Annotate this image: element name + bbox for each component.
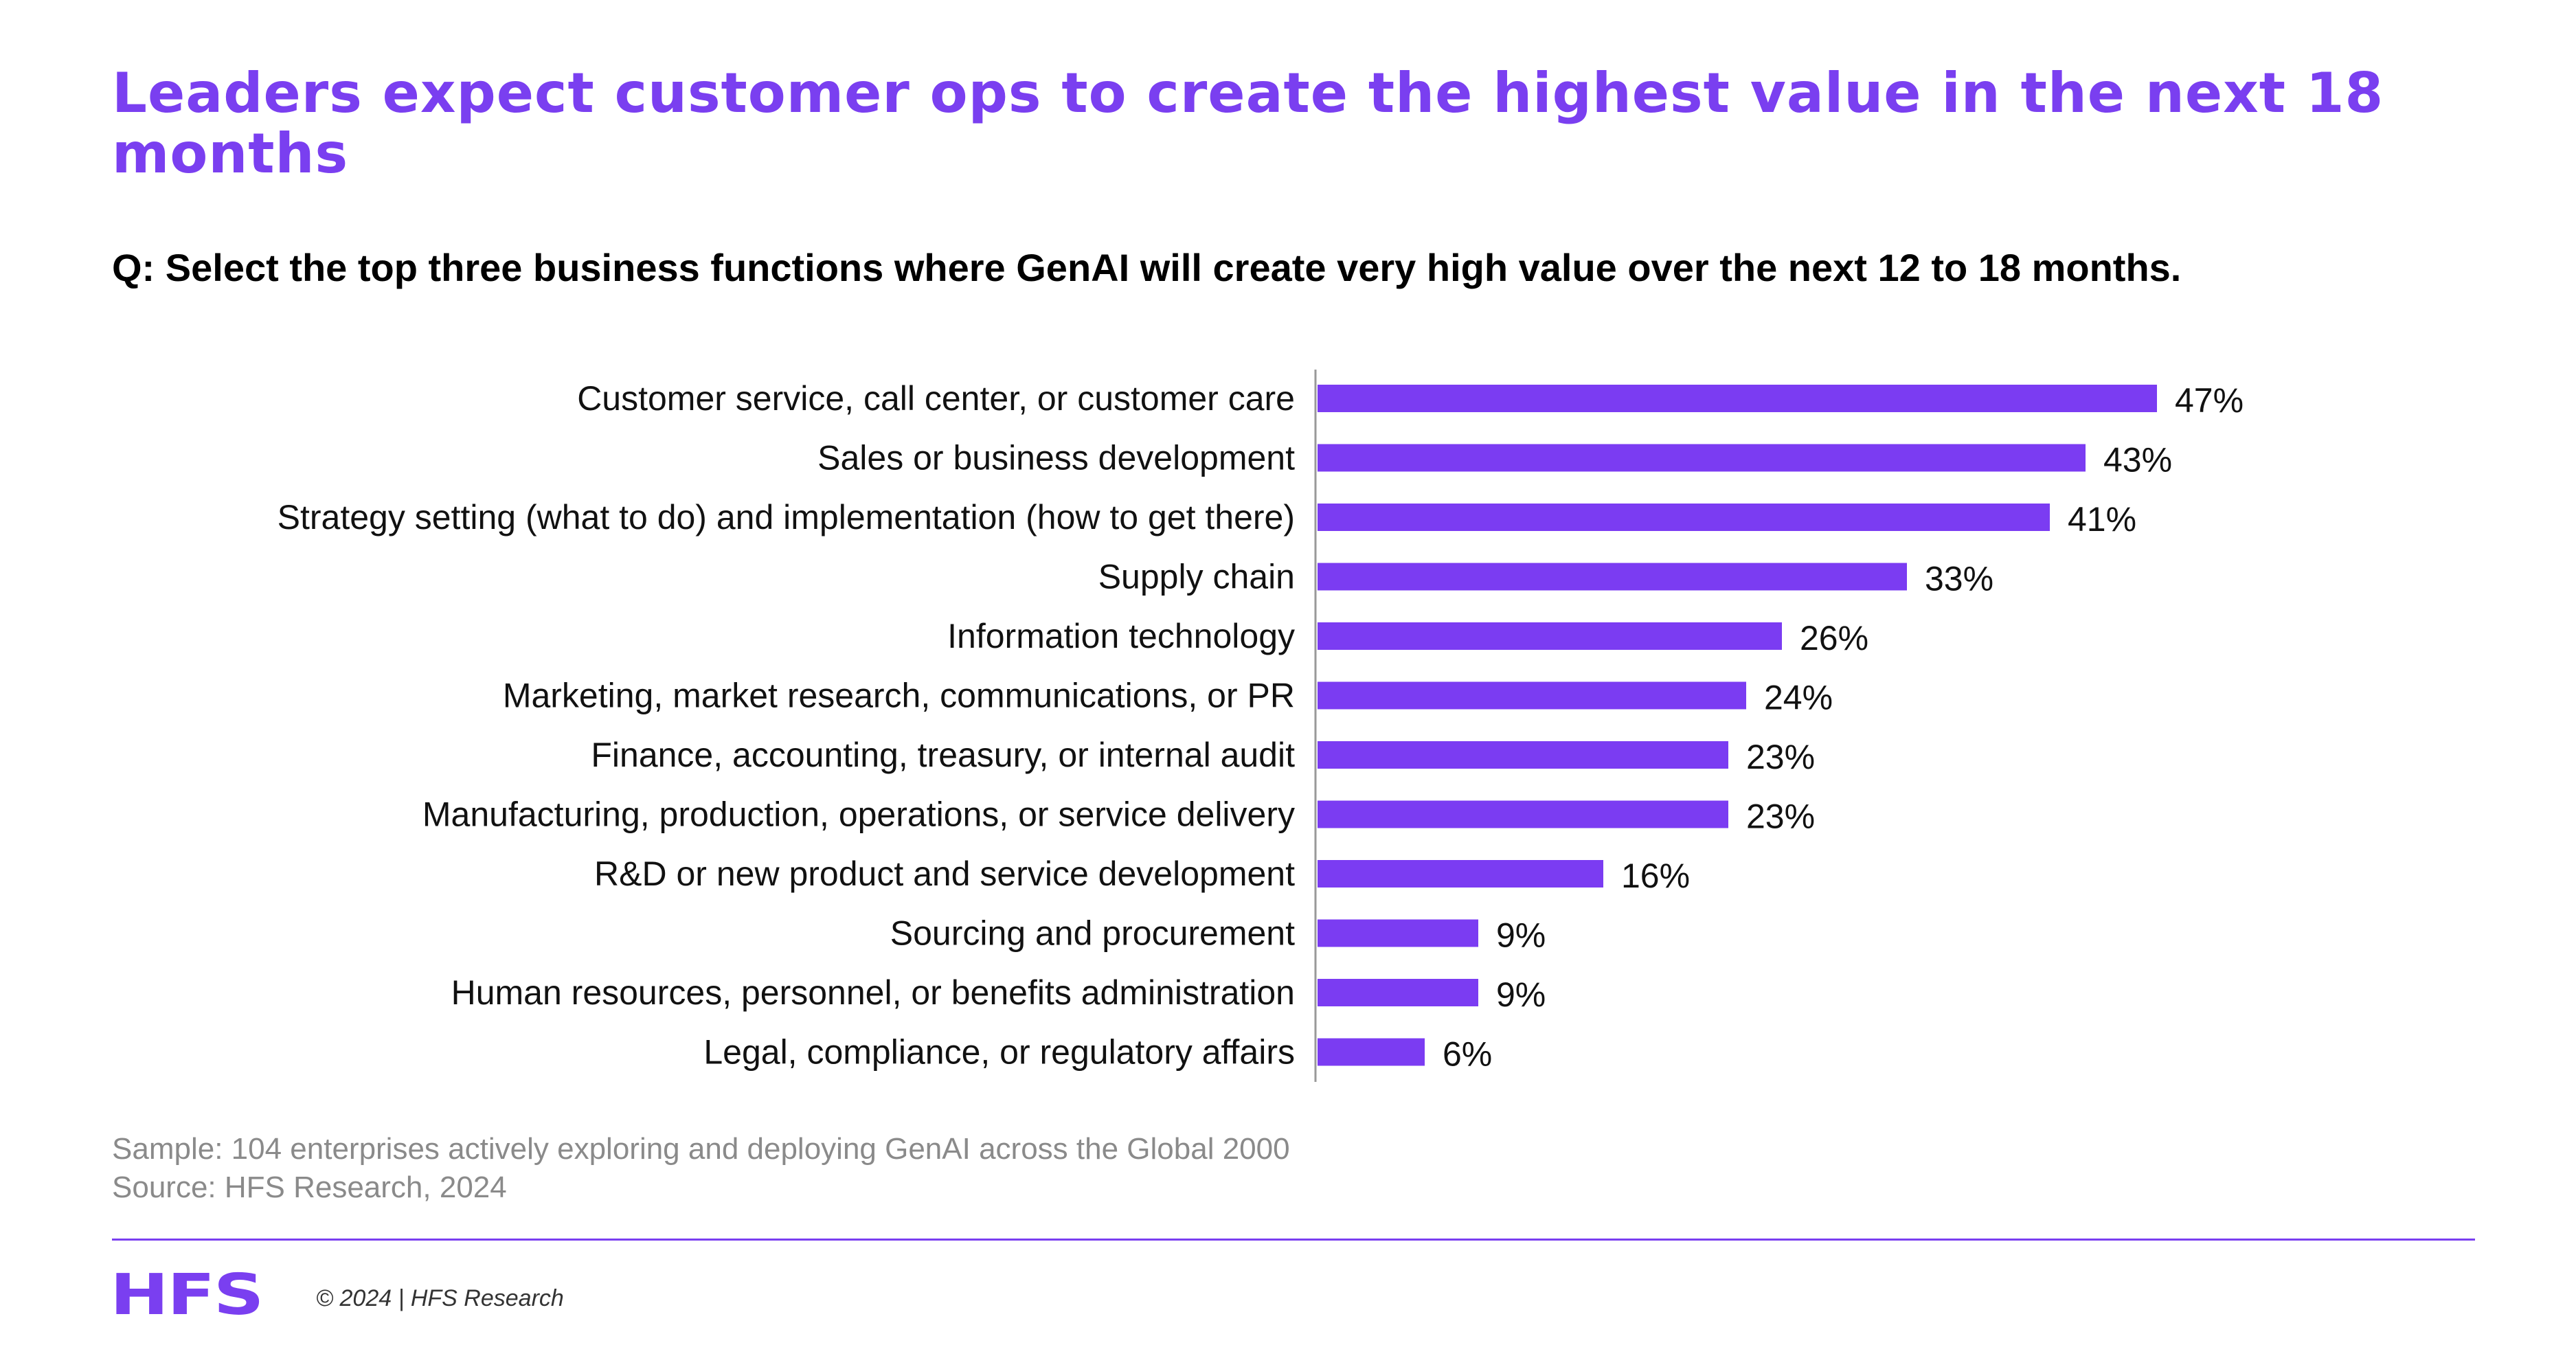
value-label: 9% bbox=[1496, 975, 1546, 1014]
category-label: Supply chain bbox=[1098, 558, 1295, 596]
sample-note: Sample: 104 enterprises actively explori… bbox=[112, 1132, 1290, 1166]
bar bbox=[1318, 741, 1728, 769]
bar-chart: Customer service, call center, or custom… bbox=[278, 370, 2244, 1082]
category-label: Information technology bbox=[947, 617, 1295, 655]
bar bbox=[1318, 1038, 1425, 1066]
category-label: Marketing, market research, communicatio… bbox=[503, 677, 1295, 715]
value-label: 6% bbox=[1443, 1035, 1492, 1074]
value-label: 41% bbox=[2068, 500, 2136, 539]
category-label: Customer service, call center, or custom… bbox=[577, 379, 1295, 418]
value-label: 26% bbox=[1800, 619, 1868, 657]
value-label: 43% bbox=[2103, 441, 2172, 479]
category-label: Sourcing and procurement bbox=[890, 914, 1295, 953]
bar bbox=[1318, 504, 2050, 531]
hfs-logo: HFS bbox=[110, 1263, 264, 1328]
value-label: 9% bbox=[1496, 916, 1546, 955]
category-label: Legal, compliance, or regulatory affairs bbox=[703, 1033, 1295, 1072]
category-label: Human resources, personnel, or benefits … bbox=[451, 973, 1295, 1012]
footer-divider bbox=[112, 1239, 2475, 1241]
category-label: Strategy setting (what to do) and implem… bbox=[278, 498, 1295, 536]
source-note: Source: HFS Research, 2024 bbox=[112, 1171, 507, 1204]
value-label: 33% bbox=[1925, 560, 1993, 598]
bar bbox=[1318, 979, 1478, 1006]
value-label: 47% bbox=[2175, 381, 2244, 420]
page-title: Leaders expect customer ops to create th… bbox=[112, 61, 2384, 185]
bar bbox=[1318, 860, 1603, 888]
category-label: R&D or new product and service developme… bbox=[594, 855, 1295, 893]
bar bbox=[1318, 622, 1782, 650]
chart-notes: Sample: 104 enterprises actively explori… bbox=[112, 1130, 1290, 1207]
value-label: 23% bbox=[1746, 738, 1815, 776]
bar bbox=[1318, 444, 2086, 472]
value-label: 16% bbox=[1621, 857, 1690, 895]
bar bbox=[1318, 681, 1746, 710]
value-label: 23% bbox=[1746, 798, 1815, 836]
bar bbox=[1318, 563, 1907, 591]
value-label: 24% bbox=[1764, 679, 1833, 717]
copyright-text: © 2024 | HFS Research bbox=[316, 1285, 564, 1311]
bar bbox=[1318, 800, 1728, 828]
survey-question: Q: Select the top three business functio… bbox=[112, 246, 2182, 289]
bar bbox=[1318, 385, 2157, 412]
bar bbox=[1318, 919, 1478, 947]
category-label: Finance, accounting, treasury, or intern… bbox=[591, 736, 1295, 774]
category-label: Manufacturing, production, operations, o… bbox=[422, 795, 1295, 834]
category-label: Sales or business development bbox=[817, 439, 1295, 477]
